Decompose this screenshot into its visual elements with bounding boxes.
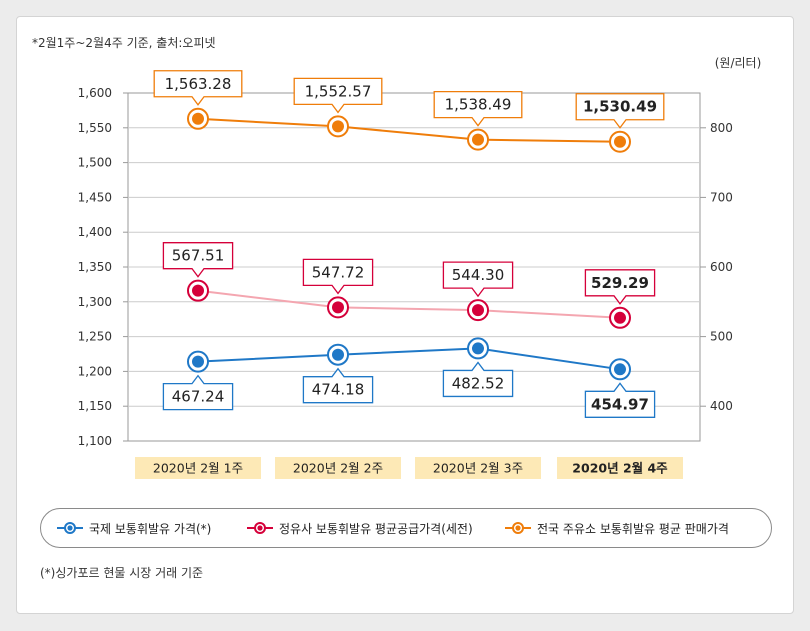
y-left-tick-label: 1,250 (78, 330, 112, 344)
x-tick-label: 2020년 2월 1주 (153, 461, 243, 476)
data-label-callout (442, 261, 514, 298)
legend-item-refinery: 정유사 보통휘발유 평균공급가격(세전) (247, 509, 473, 547)
data-label-callout (153, 70, 243, 106)
x-tick-label: 2020년 2월 4주 (572, 461, 668, 476)
y-left-tick-label: 1,150 (78, 399, 112, 413)
data-label-callout (442, 361, 514, 398)
data-label-callout (584, 382, 656, 418)
data-point (332, 348, 344, 361)
legend-label: 정유사 보통휘발유 평균공급가격(세전) (279, 521, 473, 536)
legend-label: 국제 보통휘발유 가격(*) (89, 521, 212, 536)
series-line (197, 117, 621, 143)
data-label: 1,538.49 (445, 96, 512, 114)
legend-marker-orange-icon (505, 522, 531, 534)
data-label: 467.24 (172, 388, 225, 406)
legend-dot (257, 525, 263, 531)
legend-dot (67, 525, 73, 531)
data-label-callout (162, 242, 234, 278)
data-point (472, 342, 484, 355)
data-label: 454.97 (591, 395, 649, 413)
y-right-tick-label: 600 (710, 260, 733, 274)
data-point (192, 112, 204, 125)
y-right-unit-label: (원/리터) (715, 56, 762, 70)
data-label-callout (302, 367, 374, 404)
y-right-tick-label: 500 (710, 330, 733, 344)
data-point (472, 304, 484, 317)
data-label: 547.72 (312, 263, 365, 281)
y-left-tick-label: 1,600 (78, 86, 112, 100)
legend-dot (515, 525, 521, 531)
y-left-tick-label: 1,100 (78, 434, 112, 448)
footnote: (*)싱가포르 현물 시장 거래 기준 (40, 566, 204, 580)
data-label: 567.51 (172, 247, 225, 265)
legend-label: 전국 주유소 보통휘발유 평균 판매가격 (537, 521, 729, 536)
data-point (192, 355, 204, 368)
y-left-tick-label: 1,300 (78, 295, 112, 309)
y-right-tick-label: 800 (710, 121, 733, 135)
data-label: 1,552.57 (305, 82, 372, 100)
data-point (332, 301, 344, 314)
data-label: 1,530.49 (583, 98, 657, 116)
y-right-tick-label: 400 (710, 399, 733, 413)
data-point (332, 120, 344, 133)
series-line (197, 289, 621, 319)
legend-item-international: 국제 보통휘발유 가격(*) (57, 509, 211, 547)
x-category-box (275, 457, 401, 479)
data-label-callout (433, 90, 523, 127)
data-label-callout (302, 258, 374, 295)
x-category-box (557, 457, 683, 479)
y-left-tick-label: 1,200 (78, 364, 112, 378)
legend-marker-red-icon (247, 522, 273, 534)
data-label: 1,563.28 (165, 75, 232, 93)
source-note: *2월1주~2월4주 기준, 출처:오피넷 (32, 36, 216, 50)
data-label: 474.18 (312, 381, 365, 399)
data-point (614, 363, 626, 376)
data-label-callout (293, 77, 383, 114)
data-label: 529.29 (591, 274, 649, 292)
x-tick-label: 2020년 2월 3주 (433, 461, 523, 476)
series-line (197, 347, 621, 371)
data-label-callout (584, 269, 656, 305)
x-tick-label: 2020년 2월 2주 (293, 461, 383, 476)
x-category-box (135, 457, 261, 479)
y-left-tick-label: 1,550 (78, 121, 112, 135)
legend-item-station: 전국 주유소 보통휘발유 평균 판매가격 (505, 509, 729, 547)
data-label: 482.52 (452, 374, 505, 392)
y-left-tick-label: 1,450 (78, 190, 112, 204)
data-label: 544.30 (452, 266, 505, 284)
data-point (614, 311, 626, 324)
y-left-tick-label: 1,400 (78, 225, 112, 239)
data-label-callout (162, 374, 234, 411)
data-point (614, 135, 626, 148)
legend-marker-blue-icon (57, 522, 83, 534)
data-label-callout (575, 93, 665, 129)
data-point (472, 133, 484, 146)
y-right-tick-label: 700 (710, 190, 733, 204)
y-left-tick-label: 1,350 (78, 260, 112, 274)
legend: 국제 보통휘발유 가격(*) 정유사 보통휘발유 평균공급가격(세전) 전국 주… (40, 508, 772, 548)
x-category-box (415, 457, 541, 479)
data-point (192, 284, 204, 297)
y-left-tick-label: 1,500 (78, 156, 112, 170)
